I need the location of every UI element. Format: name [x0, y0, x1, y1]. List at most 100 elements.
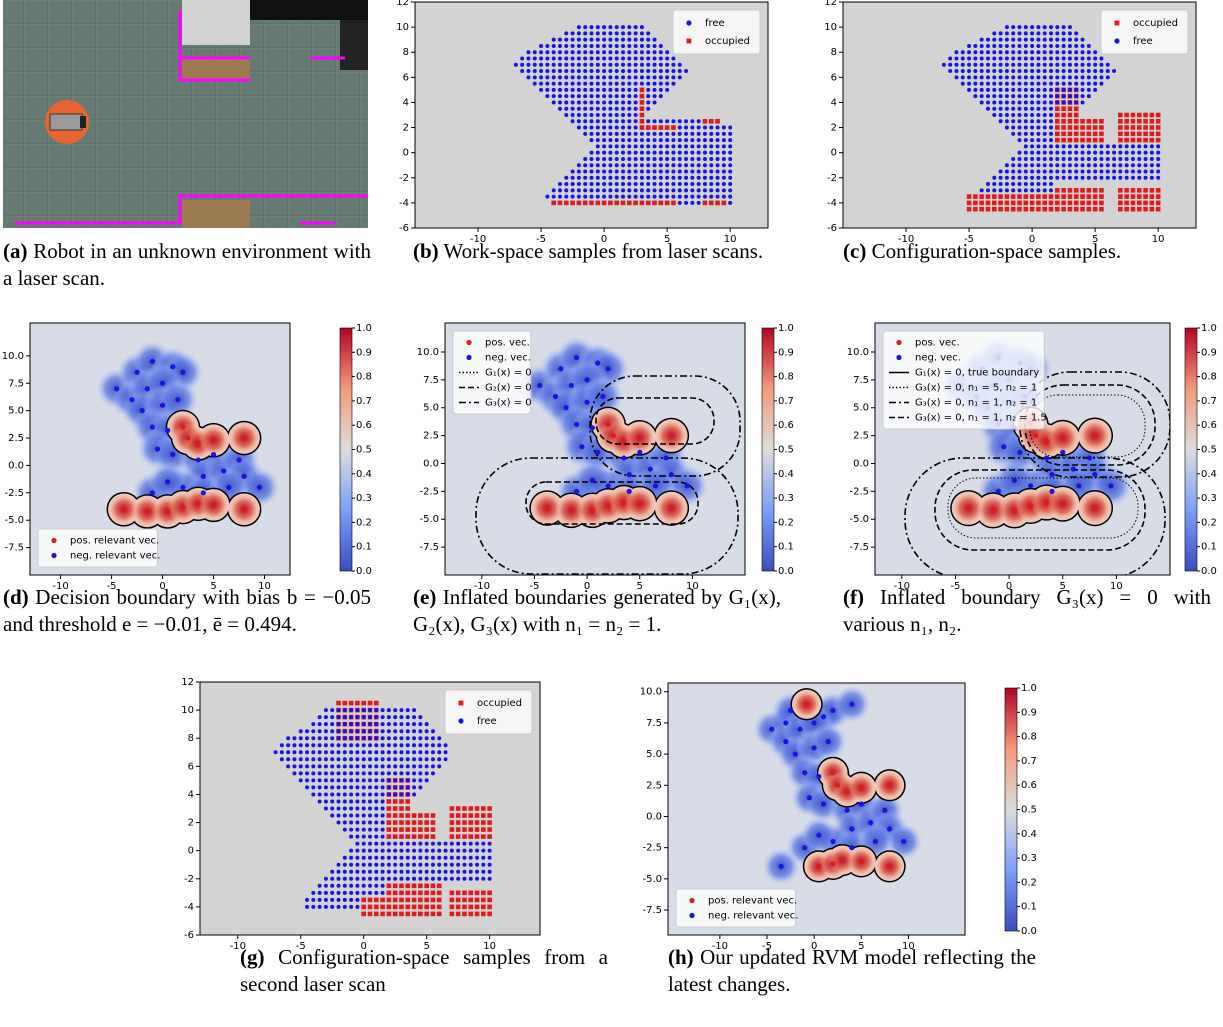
- sample-point: [621, 75, 625, 79]
- sample-point: [368, 905, 373, 910]
- sample-point: [545, 69, 549, 73]
- sample-point: [1049, 113, 1053, 117]
- sample-point: [1106, 163, 1110, 167]
- sample-point: [374, 814, 378, 818]
- sample-point: [311, 750, 315, 754]
- colorbar-label: 0.5: [778, 445, 794, 456]
- sample-point: [646, 31, 650, 35]
- sample-point: [393, 856, 397, 860]
- legend: occupiedfree: [1101, 10, 1188, 54]
- colorbar-label: 0.8: [1021, 732, 1037, 743]
- sample-point: [1055, 207, 1060, 212]
- sample-point: [399, 757, 403, 761]
- sample-point: [961, 75, 965, 79]
- sample-point: [627, 176, 631, 180]
- sample-point: [1093, 207, 1098, 212]
- relevant-vector: [840, 858, 845, 863]
- sample-point: [1081, 69, 1085, 73]
- sample-point: [999, 38, 1003, 42]
- sample-point: [374, 821, 378, 825]
- sample-point: [564, 44, 568, 48]
- relevant-vector: [887, 826, 892, 831]
- sample-point: [469, 863, 473, 867]
- sample-point: [1011, 182, 1015, 186]
- sample-point: [1018, 50, 1022, 54]
- sample-point: [374, 750, 378, 754]
- sample-point: [703, 176, 707, 180]
- sample-point: [1087, 138, 1092, 143]
- sample-point: [343, 715, 347, 719]
- sample-point: [1137, 207, 1142, 212]
- sample-point: [640, 170, 644, 174]
- sample-point: [671, 176, 675, 180]
- sample-point: [992, 57, 996, 61]
- sample-point: [330, 778, 334, 782]
- sample-point: [1099, 188, 1104, 193]
- sample-point: [1024, 31, 1028, 35]
- sample-point: [1074, 88, 1078, 92]
- sample-point: [337, 736, 341, 740]
- sample-point: [640, 163, 644, 167]
- relevant-vector: [553, 394, 558, 399]
- sample-point: [330, 729, 334, 733]
- sample-point: [437, 736, 441, 740]
- sample-point: [615, 144, 619, 148]
- sample-point: [571, 50, 575, 54]
- sample-point: [526, 57, 530, 61]
- sample-point: [393, 715, 397, 719]
- relevant-vector: [685, 483, 690, 488]
- sample-point: [337, 905, 341, 909]
- sample-point: [330, 877, 334, 881]
- sample-point: [368, 821, 372, 825]
- relevant-vector: [779, 864, 784, 869]
- sample-point: [697, 188, 701, 192]
- sample-point: [1036, 88, 1040, 92]
- sample-point: [343, 750, 347, 754]
- sample-point: [1018, 107, 1022, 111]
- relevant-vector: [1017, 450, 1022, 455]
- sample-point: [280, 757, 284, 761]
- legend-label: G₃(x) = 0, n₁ = 1, n₂ = 1.5: [915, 413, 1047, 424]
- sample-point: [343, 722, 347, 726]
- sample-point: [1018, 100, 1022, 104]
- sample-point: [596, 138, 600, 142]
- sample-point: [481, 849, 485, 853]
- sample-point: [659, 151, 663, 155]
- sample-point: [1030, 63, 1034, 67]
- y-tick-label: 4: [403, 97, 409, 108]
- sample-point: [393, 820, 398, 825]
- sample-point: [387, 905, 392, 910]
- sample-point: [481, 863, 485, 867]
- sample-point: [621, 176, 625, 180]
- relevant-vector: [1044, 455, 1049, 460]
- sample-point: [602, 25, 606, 29]
- y-tick-label: -6: [399, 223, 409, 234]
- sample-point: [1112, 144, 1116, 148]
- sample-point: [1030, 88, 1034, 92]
- sample-point: [980, 57, 984, 61]
- sample-point: [343, 799, 347, 803]
- sample-point: [640, 57, 644, 61]
- sample-point: [1074, 157, 1078, 161]
- sample-point: [355, 792, 359, 796]
- sample-point: [615, 132, 619, 136]
- sample-point: [1118, 163, 1122, 167]
- sample-point: [1131, 144, 1135, 148]
- y-tick-label: -2.5: [849, 486, 869, 497]
- sample-point: [627, 151, 631, 155]
- sample-point: [1080, 188, 1085, 193]
- sample-point: [1024, 38, 1028, 42]
- sample-point: [621, 126, 625, 130]
- sample-point: [349, 891, 353, 895]
- relevant-vector: [845, 808, 850, 813]
- colorbar-label: 0.0: [778, 566, 794, 577]
- sample-point: [653, 69, 657, 73]
- sample-point: [627, 57, 631, 61]
- sample-point: [571, 182, 575, 186]
- sample-point: [355, 905, 359, 909]
- sample-point: [615, 44, 619, 48]
- sample-point: [393, 905, 398, 910]
- sample-point: [615, 126, 619, 130]
- y-tick-label: 4: [188, 789, 194, 800]
- sample-point: [684, 126, 688, 130]
